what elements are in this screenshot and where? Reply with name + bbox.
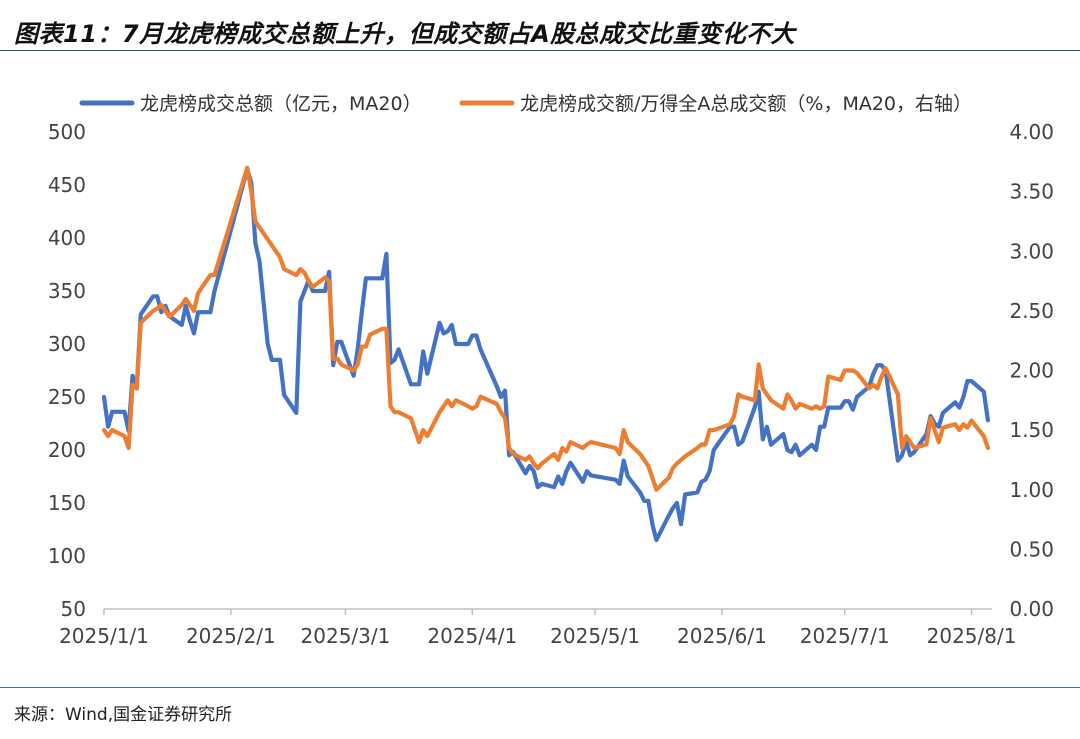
left-y-tick-label: 150 [48,491,86,515]
left-y-tick-label: 450 [48,173,86,197]
x-tick-label: 2025/8/1 [927,624,1017,648]
right-y-tick-label: 2.50 [1009,299,1054,323]
footer-divider [0,687,1080,688]
legend-label-orange: 龙虎榜成交额/万得全A总成交额（%，MA20，右轴） [520,93,972,115]
left-y-tick-label: 300 [48,332,86,356]
series-line-lhb-total-amount [101,167,990,543]
source-note: 来源：Wind,国金证券研究所 [14,705,233,725]
right-y-tick-label: 3.50 [1009,180,1054,204]
x-tick-label: 2025/5/1 [550,624,640,648]
x-tick-label: 2025/4/1 [427,624,517,648]
x-tick-label: 2025/3/1 [301,624,391,648]
right-y-tick-label: 0.50 [1009,537,1054,561]
left-y-tick-label: 200 [48,438,86,462]
right-y-tick-label: 1.00 [1009,478,1054,502]
chart-area: 龙虎榜成交总额（亿元，MA20） 龙虎榜成交额/万得全A总成交额（%，MA20，… [48,93,1054,648]
right-y-tick-label: 0.00 [1009,597,1054,621]
left-y-tick-label: 400 [48,226,86,250]
right-y-tick-label: 2.00 [1009,359,1054,383]
left-y-tick-label: 500 [48,120,86,144]
legend-label-blue: 龙虎榜成交总额（亿元，MA20） [140,93,422,115]
right-y-tick-label: 3.00 [1009,239,1054,263]
left-y-tick-label: 350 [48,279,86,303]
title-divider [0,50,1080,51]
legend: 龙虎榜成交总额（亿元，MA20） 龙虎榜成交额/万得全A总成交额（%，MA20，… [79,93,972,115]
left-y-axis: 500 450 400 350 300 250 200 150 100 50 [48,120,86,621]
left-y-tick-label: 50 [61,597,86,621]
left-y-tick-label: 100 [48,544,86,568]
series-layer [101,165,990,543]
x-tick-label: 2025/2/1 [186,624,276,648]
series-line-lhb-share-ratio [101,165,990,492]
right-y-axis: 4.00 3.50 3.00 2.50 2.00 1.50 1.00 0.50 0.00 [1009,120,1054,621]
right-y-tick-label: 4.00 [1009,120,1054,144]
right-y-tick-label: 1.50 [1009,418,1054,442]
x-tick-label: 2025/7/1 [800,624,890,648]
x-tick-label: 2025/1/1 [59,624,149,648]
left-y-tick-label: 250 [48,385,86,409]
x-axis: 2025/1/1 2025/2/1 2025/3/1 2025/4/1 2025/5/1… [59,609,1016,648]
chart-title: 图表11：7月龙虎榜成交总额上升，但成交额占A股总成交比重变化不大 [14,20,796,48]
x-tick-label: 2025/6/1 [677,624,767,648]
